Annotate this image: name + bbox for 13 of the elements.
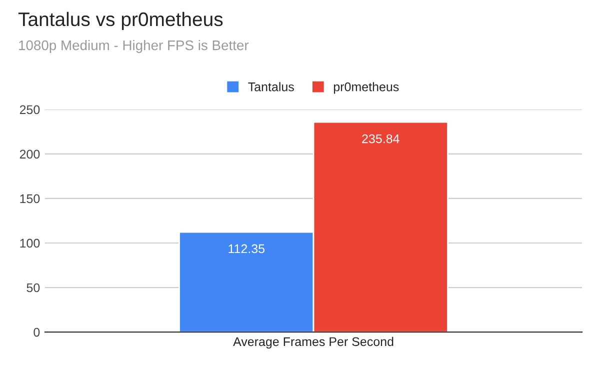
y-tick-label: 100	[20, 238, 40, 248]
data-label: 235.84	[362, 134, 400, 144]
legend-label: pr0metheus	[334, 82, 399, 94]
y-tick-label: 200	[20, 150, 40, 159]
chart-title: Tantalus vs pr0metheus	[18, 12, 223, 30]
legend-label: Tantalus	[248, 82, 294, 92]
y-tick-label: 150	[20, 194, 40, 204]
data-label: 112.35	[228, 244, 265, 254]
y-tick-label: 250	[20, 105, 40, 114]
y-tick-label: 50	[26, 283, 40, 292]
y-tick-label: 0	[34, 328, 40, 337]
x-tick-label: Average Frames Per Second	[233, 336, 394, 349]
chart-subtitle: 1080p Medium - Higher FPS is Better	[19, 40, 249, 53]
